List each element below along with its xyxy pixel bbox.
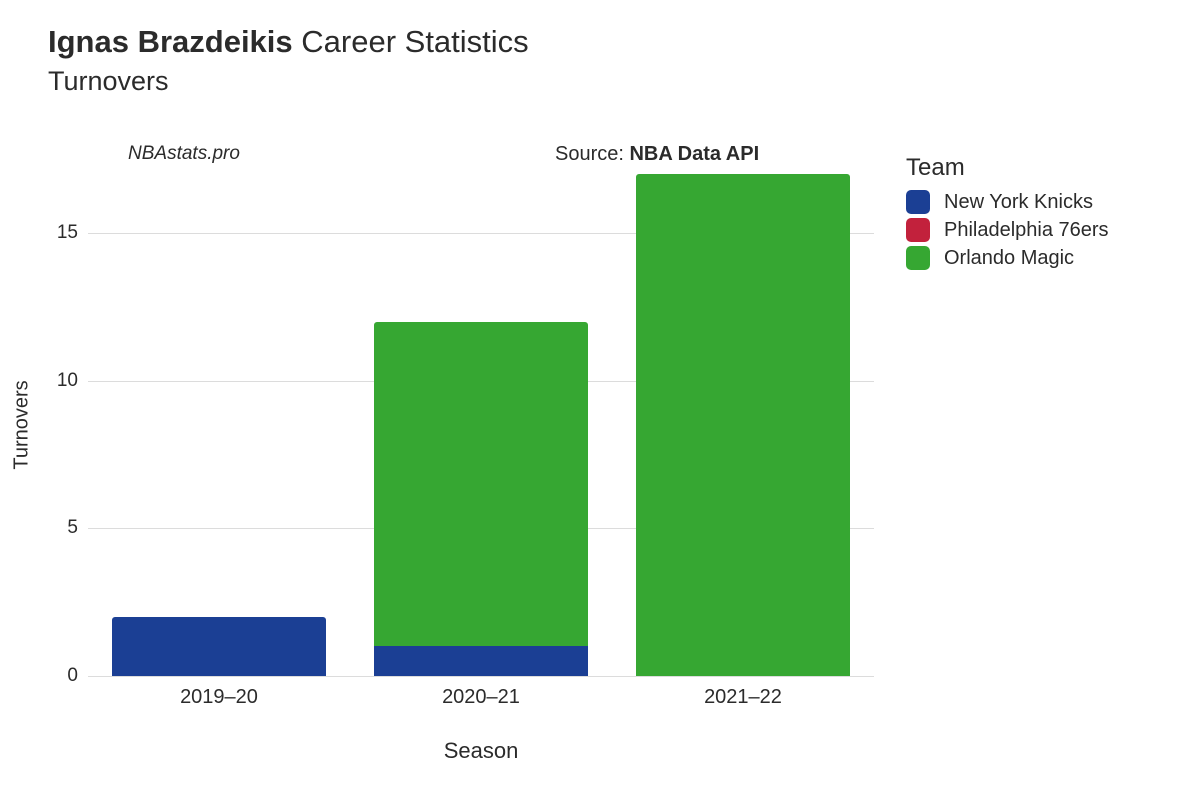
legend: Team New York Knicks Philadelphia 76ers Or… (906, 154, 1109, 274)
legend-item: Orlando Magic (906, 246, 1109, 270)
x-tick-label: 2021–22 (704, 686, 782, 709)
grid-line (88, 676, 874, 677)
source-prefix: Source: (555, 143, 629, 165)
source-name: NBA Data API (629, 143, 759, 165)
y-tick-label: 0 (0, 665, 78, 687)
legend-item: New York Knicks (906, 190, 1109, 214)
legend-swatch (906, 218, 930, 242)
legend-label: Orlando Magic (944, 247, 1074, 270)
bar-segment (112, 617, 327, 676)
bar-segment (636, 174, 851, 676)
chart-title: Ignas Brazdeikis Career Statistics Turno… (48, 24, 529, 97)
y-axis-title: Turnovers (11, 380, 34, 469)
title-suffix: Career Statistics (293, 24, 529, 59)
legend-item: Philadelphia 76ers (906, 218, 1109, 242)
legend-swatch (906, 246, 930, 270)
y-tick-label: 15 (0, 222, 78, 244)
plot-area (88, 174, 874, 676)
x-axis-title: Season (444, 738, 519, 764)
legend-label: New York Knicks (944, 191, 1093, 214)
legend-label: Philadelphia 76ers (944, 219, 1109, 242)
legend-title: Team (906, 154, 1109, 182)
bar-segment (374, 322, 589, 647)
bar-segment (374, 646, 589, 676)
title-metric: Turnovers (48, 66, 529, 97)
y-tick-label: 5 (0, 517, 78, 539)
x-tick-label: 2019–20 (180, 686, 258, 709)
watermark: NBAstats.pro (128, 143, 240, 165)
source-attribution: Source: NBA Data API (555, 143, 759, 166)
title-player-name: Ignas Brazdeikis (48, 24, 293, 59)
x-tick-label: 2020–21 (442, 686, 520, 709)
legend-swatch (906, 190, 930, 214)
y-tick-label: 10 (0, 370, 78, 392)
